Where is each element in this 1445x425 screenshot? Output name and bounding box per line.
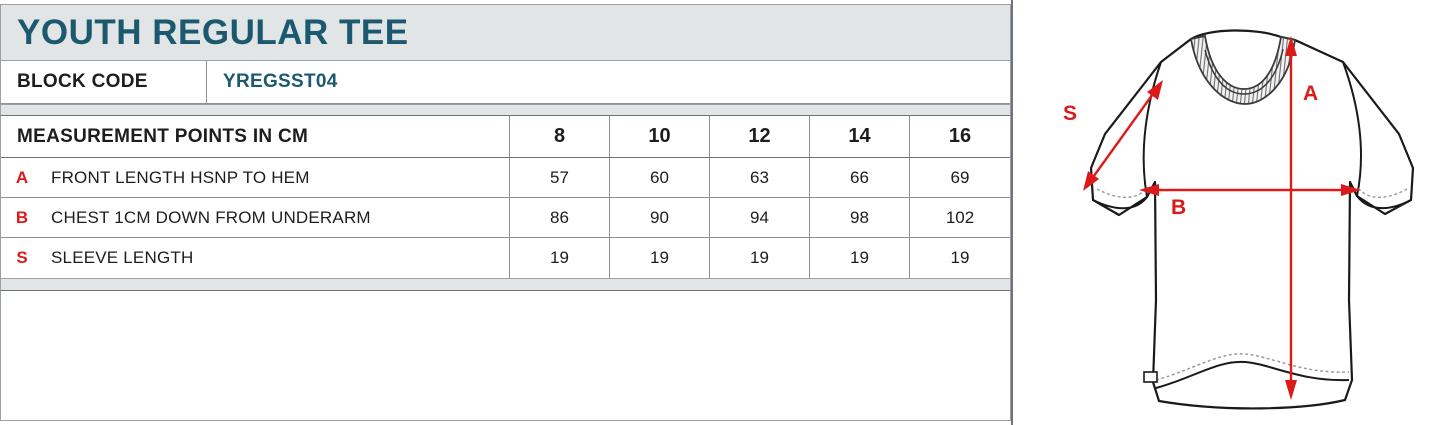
cell-b-12: 94	[710, 198, 810, 237]
measurement-label-a: A	[1303, 82, 1318, 105]
measurement-table: MEASUREMENT POINTS IN CM 8 10 12 14 16 A…	[0, 116, 1011, 278]
collar-ribbing	[1189, 34, 1297, 105]
cell-s-16: 19	[950, 248, 970, 267]
cell-b-8: 86	[510, 198, 610, 237]
cell-b-14: 98	[810, 198, 910, 237]
cell-a-10: 60	[610, 158, 710, 197]
tee-body-outline	[1089, 29, 1415, 410]
care-tag	[1143, 371, 1158, 383]
measurement-points-header: MEASUREMENT POINTS IN CM	[1, 116, 510, 157]
spacer-band-top	[0, 104, 1011, 116]
page-title: YOUTH REGULAR TEE	[17, 12, 409, 52]
cell-s-8: 19	[510, 238, 610, 278]
size-header-8: 8	[510, 116, 610, 157]
cell-a-16: 69	[950, 167, 970, 187]
body-hem	[1155, 353, 1350, 389]
cell-a-8: 57	[510, 158, 610, 197]
measurement-arrow-a	[1285, 36, 1297, 400]
size-header-16: 16	[948, 125, 972, 147]
cell-b-16: 102	[945, 207, 975, 227]
cell-s-12: 19	[710, 238, 810, 278]
right-sleeve-seam	[1342, 61, 1412, 210]
row-code-a: A	[15, 167, 29, 187]
cell-a-12: 63	[710, 158, 810, 197]
cell-s-14: 19	[810, 238, 910, 278]
spacer-band-bottom	[0, 278, 1011, 291]
spec-table-panel: YOUTH REGULAR TEE BLOCK CODE YREGSST04 M…	[0, 0, 1013, 425]
table-row: S SLEEVE LENGTH 19 19 19 19 19	[1, 238, 1010, 278]
cell-b-10: 90	[610, 198, 710, 237]
row-code-b: B	[15, 207, 29, 227]
measurement-label-s: S	[1063, 102, 1077, 125]
notes-area	[0, 291, 1011, 421]
size-header-10: 10	[610, 116, 710, 157]
size-header-14: 14	[810, 116, 910, 157]
table-row: B CHEST 1CM DOWN FROM UNDERARM 86 90 94 …	[1, 198, 1010, 238]
row-code-s: S	[16, 248, 28, 267]
block-code-value: YREGSST04	[223, 71, 338, 92]
measurement-arrow-b	[1139, 184, 1361, 196]
measurement-arrow-s	[1083, 80, 1163, 191]
table-header-row: MEASUREMENT POINTS IN CM 8 10 12 14 16	[1, 116, 1010, 158]
row-description-s: SLEEVE LENGTH	[43, 238, 510, 278]
cell-a-14: 66	[810, 158, 910, 197]
cell-s-10: 19	[610, 238, 710, 278]
size-header-12: 12	[710, 116, 810, 157]
row-description-a: FRONT LENGTH HSNP TO HEM	[43, 158, 510, 197]
left-sleeve-seam	[1092, 61, 1162, 210]
table-row: A FRONT LENGTH HSNP TO HEM 57 60 63 66 6…	[1, 158, 1010, 198]
measurement-label-b: B	[1171, 196, 1186, 219]
block-code-label: BLOCK CODE	[1, 61, 207, 103]
block-code-row: BLOCK CODE YREGSST04	[0, 61, 1011, 104]
tee-technical-drawing: A B S	[1063, 29, 1415, 410]
garment-diagram-panel: A B S	[1013, 0, 1445, 425]
row-description-b: CHEST 1CM DOWN FROM UNDERARM	[43, 198, 510, 237]
title-band: YOUTH REGULAR TEE	[0, 4, 1011, 61]
